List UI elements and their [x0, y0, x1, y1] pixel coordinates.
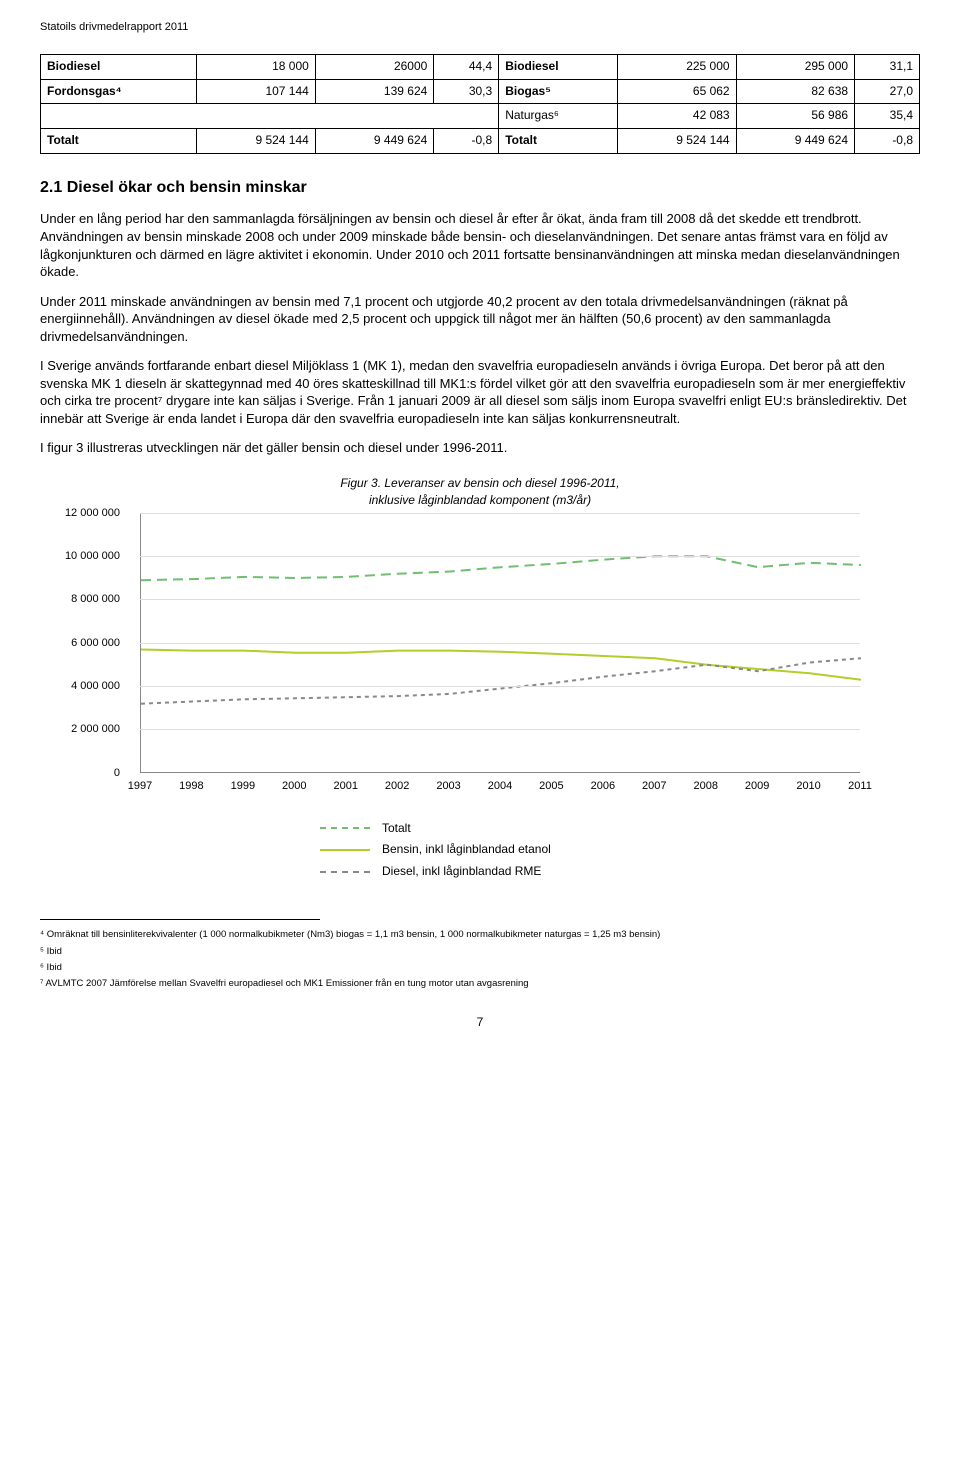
table-cell: 65 062: [618, 79, 736, 104]
table-cell: 225 000: [618, 55, 736, 80]
x-axis-label: 2009: [745, 779, 769, 793]
table-cell: 18 000: [197, 55, 315, 80]
paragraph-2: Under 2011 minskade användningen av bens…: [40, 293, 920, 346]
y-axis-label: 6 000 000: [71, 635, 120, 649]
footnote-rule: [40, 919, 320, 926]
table-cell: 31,1: [855, 55, 920, 80]
fuel-table: Biodiesel18 0002600044,4Biodiesel225 000…: [40, 54, 920, 153]
footnote-4: ⁴ Omräknat till bensinliterekvivalenter …: [40, 928, 920, 942]
table-cell: 9 449 624: [315, 129, 433, 154]
y-axis-label: 12 000 000: [65, 505, 120, 519]
y-axis-label: 10 000 000: [65, 549, 120, 563]
table-cell: [41, 104, 499, 129]
chart-series-bensin: [141, 649, 861, 679]
gridline: [140, 643, 860, 644]
legend-label: Diesel, inkl låginblandad RME: [382, 864, 541, 880]
x-axis-label: 1997: [128, 779, 152, 793]
table-cell: 42 083: [618, 104, 736, 129]
x-axis-label: 2004: [488, 779, 512, 793]
table-row: Fordonsgas⁴107 144139 62430,3Biogas⁵65 0…: [41, 79, 920, 104]
x-axis-label: 2008: [693, 779, 717, 793]
table-cell: Biodiesel: [499, 55, 618, 80]
footnotes: ⁴ Omräknat till bensinliterekvivalenter …: [40, 928, 920, 991]
table-cell: -0,8: [434, 129, 499, 154]
table-cell: -0,8: [855, 129, 920, 154]
table-cell: 295 000: [736, 55, 854, 80]
table-cell: 9 524 144: [197, 129, 315, 154]
x-axis-label: 2006: [591, 779, 615, 793]
y-axis-label: 0: [114, 765, 120, 779]
table-cell: Naturgas⁶: [499, 104, 618, 129]
chart-title-line1: Figur 3. Leveranser av bensin och diesel…: [340, 476, 619, 490]
table-cell: Fordonsgas⁴: [41, 79, 197, 104]
legend-swatch: [320, 827, 370, 829]
y-axis-label: 4 000 000: [71, 679, 120, 693]
table-cell: Biodiesel: [41, 55, 197, 80]
paragraph-3: I Sverige används fortfarande enbart die…: [40, 357, 920, 427]
legend-item: Diesel, inkl låginblandad RME: [320, 864, 920, 880]
table-row: Totalt9 524 1449 449 624-0,8Totalt9 524 …: [41, 129, 920, 154]
table-cell: 26000: [315, 55, 433, 80]
table-cell: Biogas⁵: [499, 79, 618, 104]
legend-label: Bensin, inkl låginblandad etanol: [382, 842, 551, 858]
x-axis-label: 2010: [796, 779, 820, 793]
page-number: 7: [40, 1015, 920, 1031]
x-axis-label: 2003: [436, 779, 460, 793]
table-cell: 35,4: [855, 104, 920, 129]
table-row: Biodiesel18 0002600044,4Biodiesel225 000…: [41, 55, 920, 80]
chart-legend: Totalt Bensin, inkl låginblandad etanol Di…: [320, 821, 920, 880]
table-cell: 27,0: [855, 79, 920, 104]
legend-swatch: [320, 871, 370, 873]
table-cell: 44,4: [434, 55, 499, 80]
legend-label: Totalt: [382, 821, 411, 837]
chart-title-line2: inklusive låginblandad komponent (m3/år): [369, 493, 591, 507]
gridline: [140, 599, 860, 600]
chart-title: Figur 3. Leveranser av bensin och diesel…: [40, 475, 920, 509]
gridline: [140, 556, 860, 557]
gridline: [140, 729, 860, 730]
chart-series-totalt: [141, 556, 861, 580]
paragraph-4: I figur 3 illustreras utvecklingen när d…: [40, 439, 920, 457]
legend-item: Bensin, inkl låginblandad etanol: [320, 842, 920, 858]
legend-swatch: [320, 849, 370, 851]
table-cell: 82 638: [736, 79, 854, 104]
figure-3-chart: Figur 3. Leveranser av bensin och diesel…: [40, 475, 920, 879]
table-cell: Totalt: [499, 129, 618, 154]
legend-item: Totalt: [320, 821, 920, 837]
x-axis-label: 2000: [282, 779, 306, 793]
footnote-5: ⁵ Ibid: [40, 945, 920, 959]
table-cell: 9 524 144: [618, 129, 736, 154]
table-cell: 9 449 624: [736, 129, 854, 154]
x-axis-label: 2001: [333, 779, 357, 793]
page-header: Statoils drivmedelrapport 2011: [40, 20, 920, 34]
y-axis-label: 2 000 000: [71, 722, 120, 736]
x-axis-label: 2007: [642, 779, 666, 793]
table-cell: 30,3: [434, 79, 499, 104]
y-axis-label: 8 000 000: [71, 592, 120, 606]
footnote-6: ⁶ Ibid: [40, 961, 920, 975]
x-axis-label: 2005: [539, 779, 563, 793]
table-cell: 139 624: [315, 79, 433, 104]
x-axis-label: 2011: [848, 779, 872, 793]
x-axis-label: 2002: [385, 779, 409, 793]
paragraph-1: Under en lång period har den sammanlagda…: [40, 210, 920, 280]
table-row: Naturgas⁶42 08356 98635,4: [41, 104, 920, 129]
x-axis-label: 1999: [231, 779, 255, 793]
x-axis-label: 1998: [179, 779, 203, 793]
table-cell: 56 986: [736, 104, 854, 129]
section-heading: 2.1 Diesel ökar och bensin minskar: [40, 178, 920, 199]
table-cell: Totalt: [41, 129, 197, 154]
gridline: [140, 513, 860, 514]
gridline: [140, 686, 860, 687]
chart-series-diesel: [141, 658, 861, 704]
table-cell: 107 144: [197, 79, 315, 104]
footnote-7: ⁷ AVLMTC 2007 Jämförelse mellan Svavelfr…: [40, 977, 920, 991]
